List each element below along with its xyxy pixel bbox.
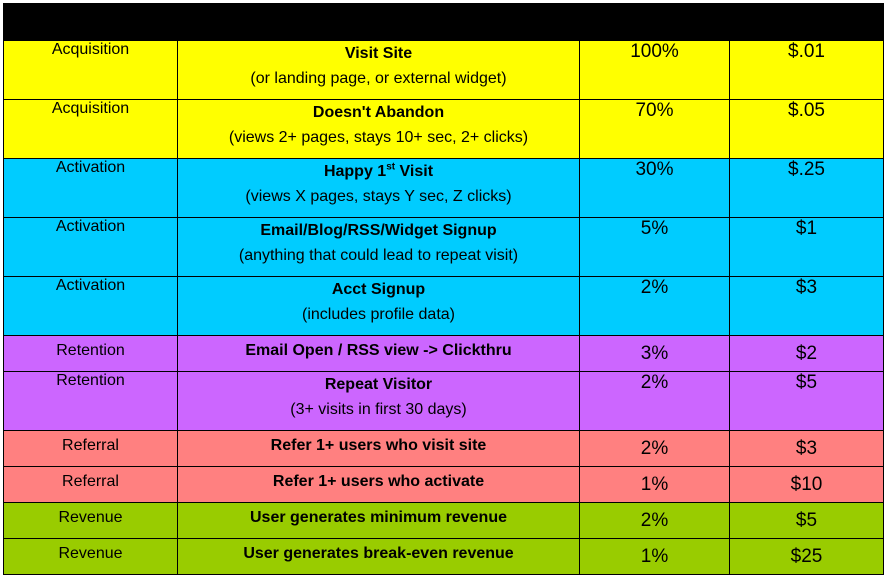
table-header: Category User Status Conv % Est. Value (3, 3, 884, 41)
status-description: (anything that could lead to repeat visi… (238, 247, 519, 264)
header-row: Category User Status Conv % Est. Value (3, 3, 884, 41)
table-row: Activation Email/Blog/RSS/Widget Signup (a… (3, 217, 884, 277)
status-title: Acct Signup (179, 278, 579, 303)
status-description: (views 2+ pages, stays 10+ sec, 2+ click… (228, 129, 529, 146)
category-cell: Revenue (3, 502, 178, 539)
metrics-table: Category User Status Conv % Est. Value A… (3, 3, 884, 575)
est-value-cell: $1 (729, 217, 884, 277)
header-est-value: Est. Value (729, 3, 884, 41)
status-title: User generates break-even revenue (179, 543, 579, 565)
status-title: User generates minimum revenue (179, 507, 579, 529)
category-cell: Acquisition (3, 40, 178, 100)
user-status-cell: Doesn't Abandon (views 2+ pages, stays 10… (177, 99, 580, 159)
user-status-cell: Happy 1st Visit (views X pages, stays Y s… (177, 158, 580, 218)
est-value-cell: $.01 (729, 40, 884, 100)
status-title-text: Visit Site (344, 45, 413, 62)
status-description: (or landing page, or external widget) (250, 70, 507, 87)
conv-percent-cell: 1% (579, 538, 730, 575)
est-value-cell: $3 (729, 430, 884, 467)
table-row: Referral Refer 1+ users who visit site 2% $… (3, 430, 884, 467)
category-cell: Activation (3, 158, 178, 218)
conv-percent-cell: 70% (579, 99, 730, 159)
conv-percent-cell: 5% (579, 217, 730, 277)
conv-percent-cell: 1% (579, 466, 730, 503)
conv-percent-cell: 2% (579, 430, 730, 467)
conv-percent-cell: 2% (579, 502, 730, 539)
table-row: Activation Happy 1st Visit (views X pages,… (3, 158, 884, 218)
category-cell: Revenue (3, 538, 178, 575)
status-title: Happy 1st Visit (179, 160, 579, 185)
category-cell: Referral (3, 430, 178, 467)
est-value-cell: $5 (729, 371, 884, 431)
status-title-text: User generates minimum revenue (250, 509, 507, 526)
table-row: Retention Repeat Visitor (3+ visits in fir… (3, 371, 884, 431)
est-value-cell: $10 (729, 466, 884, 503)
conv-percent-cell: 3% (579, 335, 730, 372)
category-cell: Activation (3, 217, 178, 277)
user-status-cell: Email/Blog/RSS/Widget Signup (anything th… (177, 217, 580, 277)
table-row: Acquisition Visit Site (or landing page, o… (3, 40, 884, 100)
status-title-text: Repeat Visitor (324, 376, 433, 393)
est-value-cell: $25 (729, 538, 884, 575)
status-title-text: Refer 1+ users who activate (272, 473, 485, 490)
status-title-text: Doesn't Abandon (312, 104, 445, 121)
status-title-text: Email Open / RSS view -> Clickthru (245, 342, 512, 359)
table-row: Revenue User generates break-even revenue… (3, 538, 884, 575)
table-row: Retention Email Open / RSS view -> Clickt… (3, 335, 884, 372)
user-status-cell: Visit Site (or landing page, or external … (177, 40, 580, 100)
status-title-text: Happy 1 (323, 163, 387, 180)
user-status-cell: Email Open / RSS view -> Clickthru (177, 335, 580, 372)
status-title-suffix: Visit (395, 163, 434, 180)
est-value-cell: $5 (729, 502, 884, 539)
table-body: Acquisition Visit Site (or landing page, o… (3, 40, 884, 575)
status-title-superscript: st (386, 161, 396, 173)
status-description: (3+ visits in first 30 days) (290, 401, 467, 418)
table-row: Acquisition Doesn't Abandon (views 2+ page… (3, 99, 884, 159)
status-title: Doesn't Abandon (179, 101, 579, 126)
header-conv-percent: Conv % (579, 3, 730, 41)
status-title: Visit Site (179, 42, 579, 67)
conv-percent-cell: 100% (579, 40, 730, 100)
category-cell: Retention (3, 335, 178, 372)
status-title-text: Email/Blog/RSS/Widget Signup (260, 222, 497, 239)
user-status-cell: Refer 1+ users who visit site (177, 430, 580, 467)
status-title-text: Acct Signup (331, 281, 426, 298)
table-row: Revenue User generates minimum revenue 2% $… (3, 502, 884, 539)
user-status-cell: User generates minimum revenue (177, 502, 580, 539)
header-user-status: User Status (177, 3, 580, 41)
status-title-text: Refer 1+ users who visit site (270, 437, 487, 454)
conv-percent-cell: 2% (579, 371, 730, 431)
est-value-cell: $.05 (729, 99, 884, 159)
user-status-cell: Refer 1+ users who activate (177, 466, 580, 503)
status-title: Email/Blog/RSS/Widget Signup (179, 219, 579, 244)
category-cell: Activation (3, 276, 178, 336)
est-value-cell: $3 (729, 276, 884, 336)
status-title: Refer 1+ users who visit site (179, 435, 579, 457)
user-status-cell: Repeat Visitor (3+ visits in first 30 day… (177, 371, 580, 431)
user-status-cell: User generates break-even revenue (177, 538, 580, 575)
status-description: (views X pages, stays Y sec, Z clicks) (245, 188, 512, 205)
conv-percent-cell: 30% (579, 158, 730, 218)
est-value-cell: $.25 (729, 158, 884, 218)
est-value-cell: $2 (729, 335, 884, 372)
status-title: Email Open / RSS view -> Clickthru (179, 340, 579, 362)
status-title: Refer 1+ users who activate (179, 471, 579, 493)
category-cell: Referral (3, 466, 178, 503)
user-status-cell: Acct Signup (includes profile data) (177, 276, 580, 336)
conv-percent-cell: 2% (579, 276, 730, 336)
header-category: Category (3, 3, 178, 41)
status-title: Repeat Visitor (179, 373, 579, 398)
status-title-text: User generates break-even revenue (243, 545, 514, 562)
category-cell: Acquisition (3, 99, 178, 159)
status-description: (includes profile data) (302, 306, 455, 323)
category-cell: Retention (3, 371, 178, 431)
table-row: Activation Acct Signup (includes profile d… (3, 276, 884, 336)
table-row: Referral Refer 1+ users who activate 1% $10 (3, 466, 884, 503)
